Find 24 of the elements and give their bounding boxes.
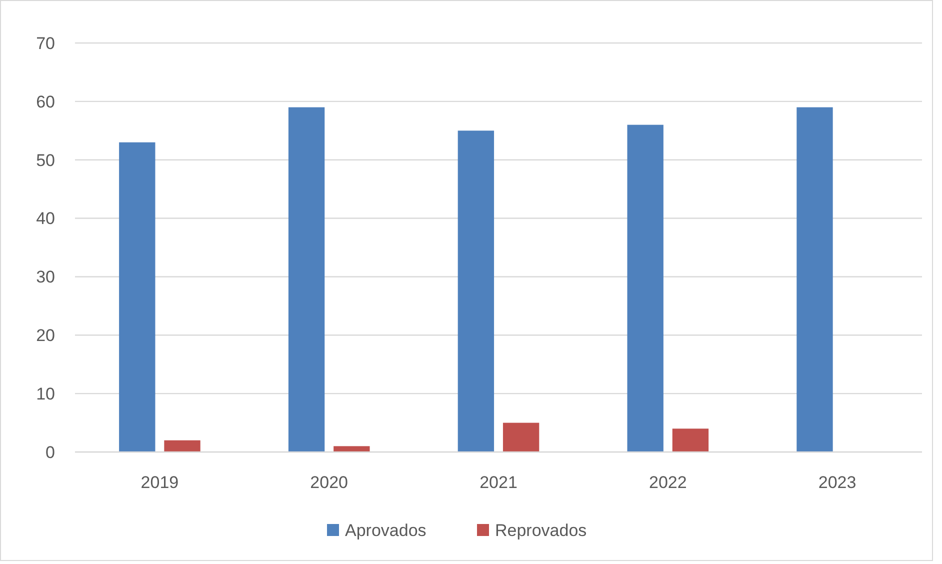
- legend-label: Aprovados: [345, 521, 426, 540]
- bar: [458, 130, 494, 452]
- y-tick-label: 20: [36, 326, 55, 346]
- x-tick-label: 2020: [310, 473, 348, 492]
- y-tick-label: 0: [46, 442, 55, 462]
- bar: [334, 446, 370, 452]
- y-tick-label: 50: [36, 150, 55, 170]
- y-tick-label: 30: [36, 268, 55, 287]
- x-tick-label: 2019: [140, 473, 179, 492]
- x-tick-label: 2023: [818, 473, 856, 492]
- y-tick-label: 40: [36, 209, 55, 228]
- x-tick-label: 2021: [480, 473, 518, 492]
- y-tick-label: 70: [36, 34, 55, 53]
- y-tick-label: 60: [36, 92, 55, 112]
- bar: [502, 422, 540, 452]
- bar: [288, 107, 325, 452]
- x-tick-label: 2022: [648, 473, 687, 492]
- bar: [796, 107, 833, 452]
- bar: [164, 440, 200, 452]
- bar: [119, 142, 156, 452]
- y-tick-label: 10: [36, 384, 55, 404]
- legend-label: Reprovados: [495, 521, 587, 540]
- bar: [672, 428, 709, 452]
- bar: [627, 124, 664, 452]
